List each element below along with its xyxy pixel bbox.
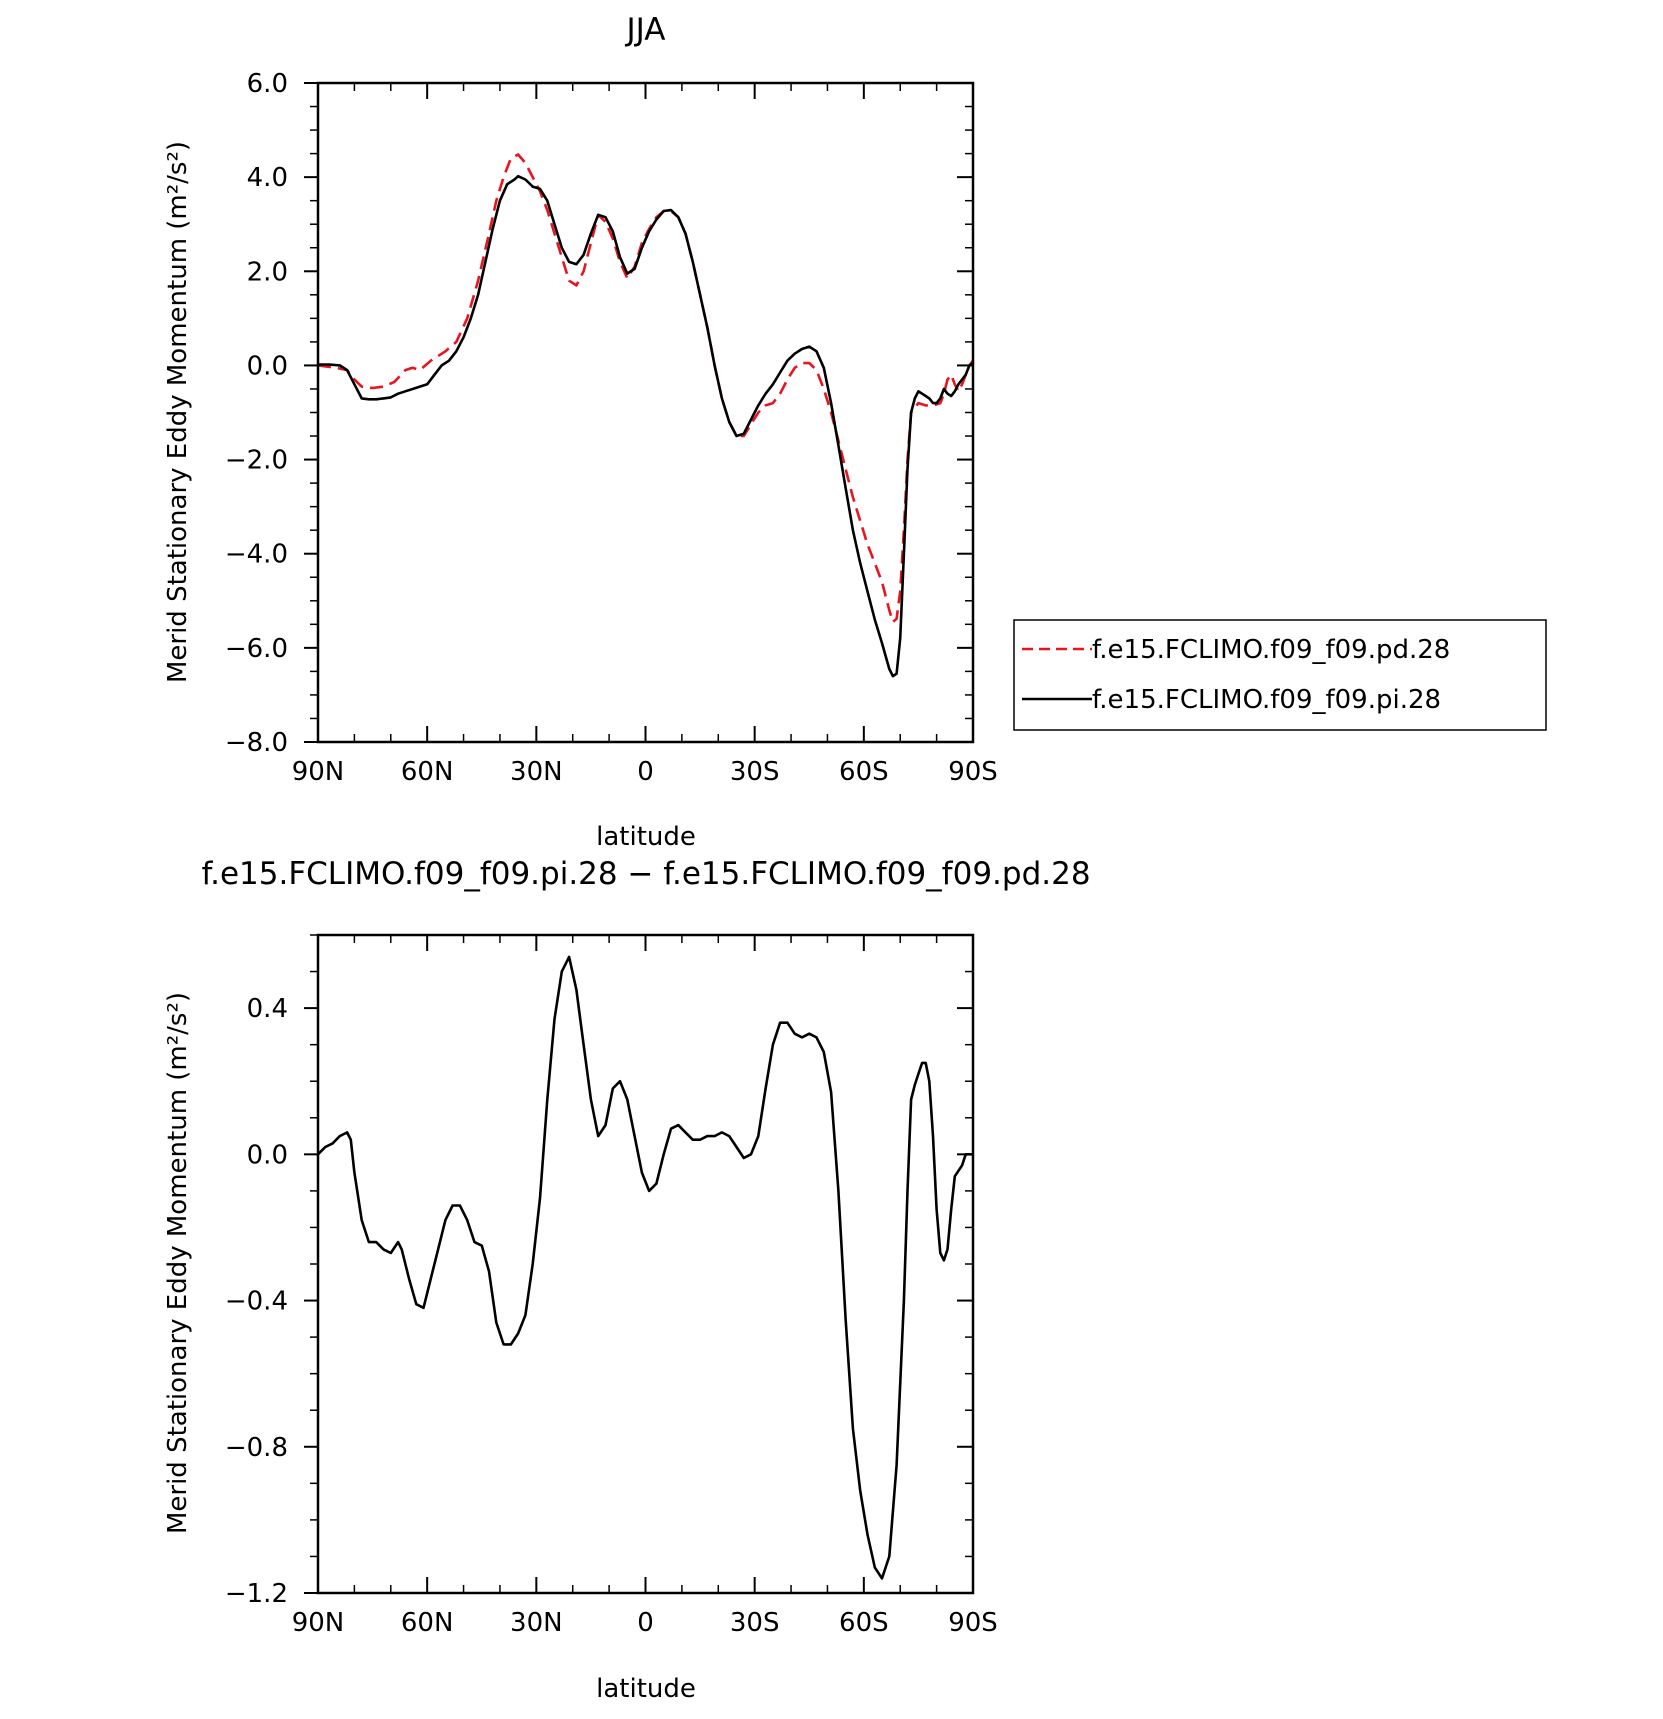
- top-panel-frame: [316, 81, 975, 744]
- bottom-panel-series: [317, 955, 973, 1580]
- x-tick-label: 30N: [510, 1608, 563, 1638]
- top-panel-x-axis-title: latitude: [596, 822, 696, 852]
- bottom-panel-y-axis-title: Merid Stationary Eddy Momentum (m²/s²): [163, 992, 193, 1534]
- legend-box: [1013, 619, 1547, 731]
- y-tick-label: 2.0: [247, 257, 288, 287]
- legend-label-pd: f.e15.FCLIMO.f09_f09.pd.28: [1092, 635, 1450, 665]
- x-tick-label: 90N: [292, 1608, 345, 1638]
- series-line-1: [318, 174, 974, 678]
- x-tick-label: 0: [637, 1608, 654, 1638]
- y-tick-label: −2.0: [225, 446, 288, 476]
- x-tick-label: 60S: [839, 757, 889, 787]
- y-tick-label: 0.0: [247, 1140, 288, 1170]
- x-tick-label: 60N: [401, 757, 454, 787]
- y-tick-label: 6.0: [247, 69, 288, 99]
- series-line-0: [317, 955, 973, 1580]
- y-tick-label: −0.8: [225, 1433, 288, 1463]
- legend-label-pi: f.e15.FCLIMO.f09_f09.pi.28: [1092, 685, 1441, 715]
- top-panel-series: [317, 153, 975, 678]
- bottom-panel: f.e15.FCLIMO.f09_f09.pi.28 − f.e15.FCLIM…: [163, 856, 1091, 1704]
- bottom-panel-tick-labels: 90N 60N 30N 0 30S 60S 90S 0.4 0.0 −0.4 −0.8 −1.2: [225, 994, 998, 1638]
- y-tick-label: −1.2: [225, 1579, 288, 1609]
- x-tick-label: 60N: [401, 1608, 454, 1638]
- y-tick-label: −6.0: [225, 634, 288, 664]
- bottom-panel-x-axis-title: latitude: [596, 1674, 696, 1704]
- x-tick-label: 30S: [730, 757, 780, 787]
- y-tick-label: 4.0: [247, 163, 288, 193]
- x-tick-label: 30S: [730, 1608, 780, 1638]
- top-panel-tick-labels: 90N 60N 30N 0 30S 60S 90S 6.0 4.0 2.0 0.0 −2.0 −4.0 −…: [225, 69, 998, 787]
- bottom-panel-title: f.e15.FCLIMO.f09_f09.pi.28 − f.e15.FCLIM…: [201, 856, 1090, 892]
- x-tick-label: 90N: [292, 757, 345, 787]
- x-tick-label: 90S: [948, 1608, 998, 1638]
- x-tick-label: 60S: [839, 1608, 889, 1638]
- top-panel-ticks: [304, 82, 974, 743]
- x-tick-label: 90S: [948, 757, 998, 787]
- legend: f.e15.FCLIMO.f09_f09.pd.28 f.e15.FCLIMO.…: [1013, 619, 1547, 731]
- bottom-panel-frame: [316, 933, 975, 1595]
- y-tick-label: −8.0: [225, 728, 288, 758]
- top-panel: JJA 90N 60N 30N 0 30S 60S 90S 6.0 4.0 2.0 0.0 −2.0 −…: [163, 12, 1547, 852]
- top-panel-y-axis-title: Merid Stationary Eddy Momentum (m²/s²): [163, 141, 193, 683]
- y-tick-label: 0.4: [247, 994, 288, 1024]
- y-tick-label: −0.4: [225, 1287, 288, 1317]
- y-tick-label: −4.0: [225, 540, 288, 570]
- x-tick-label: 30N: [510, 757, 563, 787]
- x-tick-label: 0: [637, 757, 654, 787]
- top-panel-title: JJA: [625, 12, 666, 48]
- y-tick-label: 0.0: [247, 351, 288, 381]
